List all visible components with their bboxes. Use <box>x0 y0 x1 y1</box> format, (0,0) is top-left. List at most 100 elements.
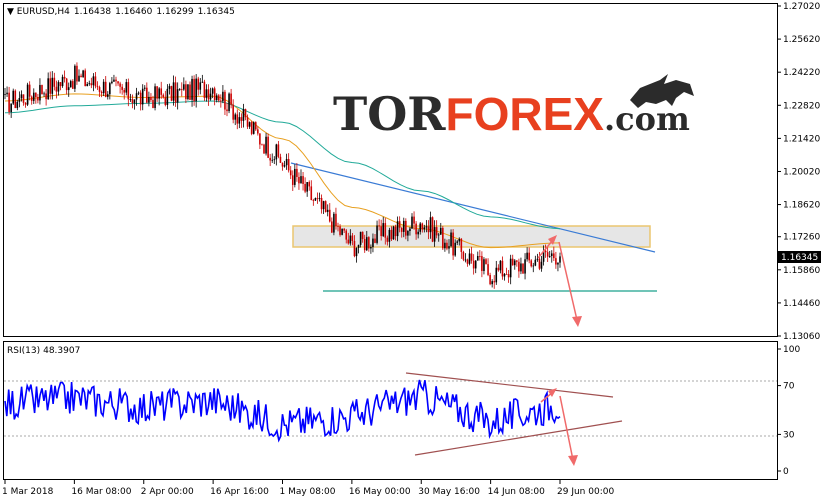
price-tick-label: 1.14460 <box>783 299 820 309</box>
candle-body <box>491 281 493 285</box>
candle-body <box>417 231 419 235</box>
candle-body <box>261 144 263 146</box>
main-chart-frame <box>3 3 778 337</box>
candle-body <box>63 76 66 79</box>
time-tick-label: 30 May 16:00 <box>418 487 480 497</box>
time-axis: 1 Mar 2018 16 Mar 08:00 2 Apr 00:00 16 Apr … <box>2 480 614 497</box>
candle-body <box>433 227 436 242</box>
candle-body <box>35 92 37 98</box>
candle-body <box>407 231 409 236</box>
candle-body <box>209 93 212 100</box>
candle-body <box>94 76 97 87</box>
candle-body <box>470 253 473 261</box>
candle-body <box>45 93 47 100</box>
price-tick-label: 1.27020 <box>783 2 820 12</box>
candle-body <box>415 223 417 235</box>
candle-body <box>318 197 321 199</box>
candle-body <box>4 94 6 95</box>
moving-average-line <box>4 100 561 230</box>
candle-body <box>123 89 126 93</box>
forecast-arrows <box>537 235 582 327</box>
candle-body <box>423 227 426 230</box>
candle-body <box>281 162 284 167</box>
candle-body <box>337 226 339 227</box>
candle-body <box>550 253 553 257</box>
candle-body <box>306 182 308 192</box>
candle-body <box>331 221 333 233</box>
candle-body <box>240 117 243 121</box>
candle-body <box>289 170 292 176</box>
candle-body <box>197 78 200 90</box>
candle-body <box>69 81 72 88</box>
candle-body <box>452 232 454 256</box>
candle-body <box>341 228 343 235</box>
candle-body <box>129 99 132 100</box>
candle-body <box>298 177 300 184</box>
candle-body <box>133 99 136 104</box>
rsi-current-value: 48.3907 <box>43 346 80 356</box>
candle-body <box>437 234 440 236</box>
price-tick-label: 1.22820 <box>783 101 820 111</box>
candle-body <box>275 144 278 160</box>
candle-body <box>32 92 35 101</box>
rsi-triangle <box>405 372 623 456</box>
candle-body <box>419 223 422 232</box>
candle-body <box>380 226 382 237</box>
candle-body <box>456 241 459 243</box>
candle-body <box>234 114 237 120</box>
candle-body <box>370 247 372 249</box>
price-tick-label: 1.13060 <box>783 332 820 342</box>
candle-body <box>487 264 489 275</box>
rsi-forecast-arrows <box>540 388 578 466</box>
candle-body <box>553 253 555 259</box>
candle-body <box>215 95 218 101</box>
candle-body <box>444 242 446 249</box>
candle-body <box>328 209 331 222</box>
candle-body <box>312 199 315 201</box>
candle-body <box>499 260 502 271</box>
rsi-tick-label: 0 <box>783 467 789 477</box>
candle-body <box>314 198 317 201</box>
price-tick-label: 1.20020 <box>783 167 820 177</box>
candle-body <box>246 117 249 127</box>
candle-body <box>534 259 537 266</box>
candle-body <box>505 274 508 275</box>
price-tick-label: 1.24220 <box>783 68 820 78</box>
candle-body <box>154 86 156 108</box>
candle-body <box>349 235 352 244</box>
candle-body <box>285 158 288 166</box>
rsi-tick-label: 30 <box>783 430 795 440</box>
candle-body <box>220 100 222 102</box>
candle-body <box>269 157 271 161</box>
candle-body <box>429 217 432 233</box>
candle-body <box>489 274 491 285</box>
candle-body <box>137 92 140 94</box>
candle-body <box>294 168 296 185</box>
candle-body <box>540 261 543 269</box>
candle-body <box>388 229 391 242</box>
title-triangle-icon: ▼ <box>7 7 17 17</box>
time-tick-label: 29 Jun 00:00 <box>557 487 614 497</box>
candle-body <box>115 79 117 82</box>
candle-body <box>213 88 216 101</box>
candle-body <box>287 158 290 171</box>
rsi-name: RSI(13) <box>7 346 40 356</box>
candle-body <box>172 82 175 101</box>
candle-body <box>61 76 64 87</box>
candle-body <box>320 197 323 210</box>
candle-body <box>41 85 43 95</box>
candle-body <box>111 81 113 84</box>
candle-body <box>345 230 348 240</box>
candle-body <box>51 77 54 94</box>
moving-average-line <box>4 93 561 249</box>
candle-body <box>109 83 111 95</box>
rsi-axis: 100 70 30 0 <box>777 345 800 477</box>
candle-body <box>536 258 539 260</box>
rsi-arrow-down-head <box>568 455 578 466</box>
candle-body <box>236 114 239 124</box>
forecast-arrow-up <box>537 239 554 259</box>
candle-body <box>119 83 121 87</box>
candle-body <box>265 136 267 154</box>
candle-body <box>431 217 434 242</box>
